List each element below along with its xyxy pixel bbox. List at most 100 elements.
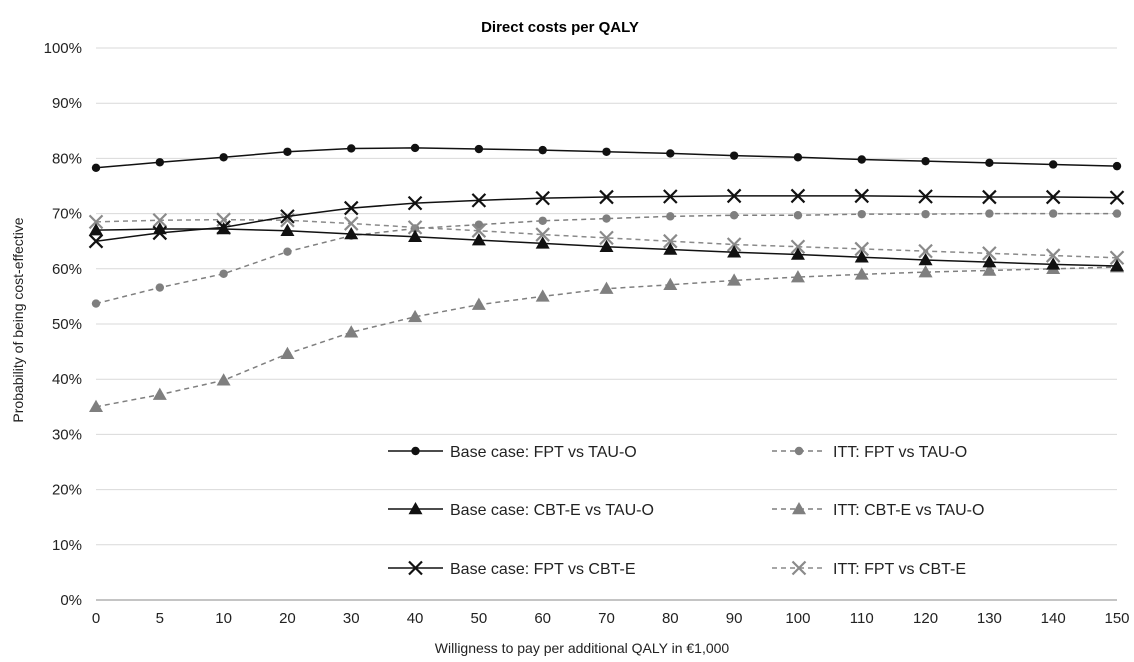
data-point	[1109, 250, 1125, 266]
data-point	[982, 189, 997, 205]
data-point	[152, 222, 167, 235]
data-point	[407, 220, 423, 235]
data-point	[727, 273, 742, 286]
data-point	[790, 239, 806, 254]
data-point	[663, 242, 678, 255]
data-point	[599, 189, 614, 205]
x-tick-label: 5	[156, 610, 164, 627]
legend-label: ITT: FPT vs CBT-E	[833, 561, 966, 578]
data-point	[1045, 189, 1061, 205]
data-point	[471, 233, 486, 246]
data-point	[918, 189, 933, 204]
legend-item: ITT: CBT-E vs TAU-O	[772, 502, 984, 519]
x-tick-label: 80	[662, 610, 679, 627]
data-point	[602, 147, 611, 156]
data-point	[280, 223, 295, 236]
data-point	[985, 209, 994, 218]
data-point	[155, 158, 165, 167]
data-point	[155, 283, 165, 292]
data-point	[663, 277, 678, 291]
data-point	[88, 214, 104, 230]
data-point	[918, 243, 933, 259]
legend-item: ITT: FPT vs CBT-E	[772, 560, 966, 578]
data-point	[857, 209, 866, 219]
x-axis-label: Willigness to pay per additional QALY in…	[435, 640, 730, 656]
y-tick-label: 30%	[52, 426, 82, 443]
data-point	[793, 153, 803, 162]
x-tick-label: 0	[92, 610, 100, 627]
x-tick-label: 20	[279, 610, 296, 627]
data-point	[219, 269, 228, 278]
data-point	[663, 233, 678, 249]
data-point	[918, 265, 933, 278]
data-point	[1048, 160, 1058, 169]
data-point	[343, 216, 359, 231]
y-tick-label: 0%	[60, 592, 82, 609]
data-point	[1110, 259, 1124, 272]
y-axis-ticks: 0% 10% 20% 30% 40% 50% 60% 70% 80% 90% 100%	[44, 40, 82, 609]
data-point	[219, 153, 228, 162]
data-point	[474, 220, 484, 229]
y-axis-label: Probability of being cost-effective	[10, 217, 26, 422]
data-point	[152, 225, 168, 241]
legend-marker	[794, 446, 804, 456]
data-point	[344, 325, 359, 338]
x-tick-label: 100	[785, 610, 810, 627]
data-point	[152, 212, 168, 228]
legend-item: ITT: FPT vs TAU-O	[772, 444, 967, 461]
y-tick-label: 50%	[52, 316, 82, 333]
x-tick-label: 110	[850, 610, 874, 627]
data-point	[985, 158, 994, 168]
data-point	[410, 143, 420, 153]
gridlines	[96, 47, 1117, 601]
legend-item: Base case: FPT vs TAU-O	[388, 444, 637, 461]
data-point	[89, 399, 103, 413]
data-point	[918, 252, 933, 266]
data-point	[854, 188, 870, 204]
legend-item: Base case: CBT-E vs TAU-O	[388, 502, 654, 519]
data-point	[538, 145, 547, 155]
data-point	[790, 188, 806, 204]
data-point	[91, 163, 101, 172]
x-tick-label: 50	[471, 610, 488, 627]
y-tick-label: 60%	[52, 261, 82, 278]
data-point	[727, 245, 742, 258]
data-point	[921, 156, 930, 166]
data-point	[1045, 248, 1061, 263]
series-layer	[88, 143, 1125, 413]
data-point	[347, 144, 356, 153]
data-point	[790, 270, 805, 283]
x-tick-label: 120	[913, 610, 938, 627]
data-point	[535, 236, 550, 249]
data-point	[726, 188, 742, 204]
legend-item: Base case: FPT vs CBT-E	[388, 560, 636, 578]
data-point	[408, 309, 423, 323]
data-point	[854, 241, 870, 257]
data-point	[407, 195, 423, 211]
series-1	[91, 143, 1122, 172]
data-point	[729, 151, 739, 160]
data-point	[471, 223, 487, 238]
data-point	[538, 216, 547, 225]
x-tick-label: 10	[215, 610, 232, 627]
data-point	[216, 220, 231, 235]
y-tick-label: 10%	[52, 537, 82, 554]
data-point	[729, 211, 739, 220]
x-tick-label: 60	[534, 610, 551, 627]
y-tick-label: 90%	[52, 95, 82, 112]
data-point	[599, 239, 614, 252]
data-point	[344, 227, 359, 240]
data-point	[280, 346, 295, 360]
chart-title: Direct costs per QALY	[481, 19, 639, 36]
data-point	[1112, 161, 1122, 171]
data-point	[599, 281, 614, 294]
legend-marker	[792, 502, 806, 515]
y-tick-label: 100%	[44, 40, 82, 57]
legend-marker	[791, 560, 807, 576]
x-tick-label: 90	[726, 610, 743, 627]
x-tick-label: 130	[977, 610, 1002, 627]
data-point	[857, 155, 866, 164]
legend-marker	[408, 502, 423, 515]
data-point	[1112, 209, 1122, 218]
data-point	[982, 246, 997, 261]
